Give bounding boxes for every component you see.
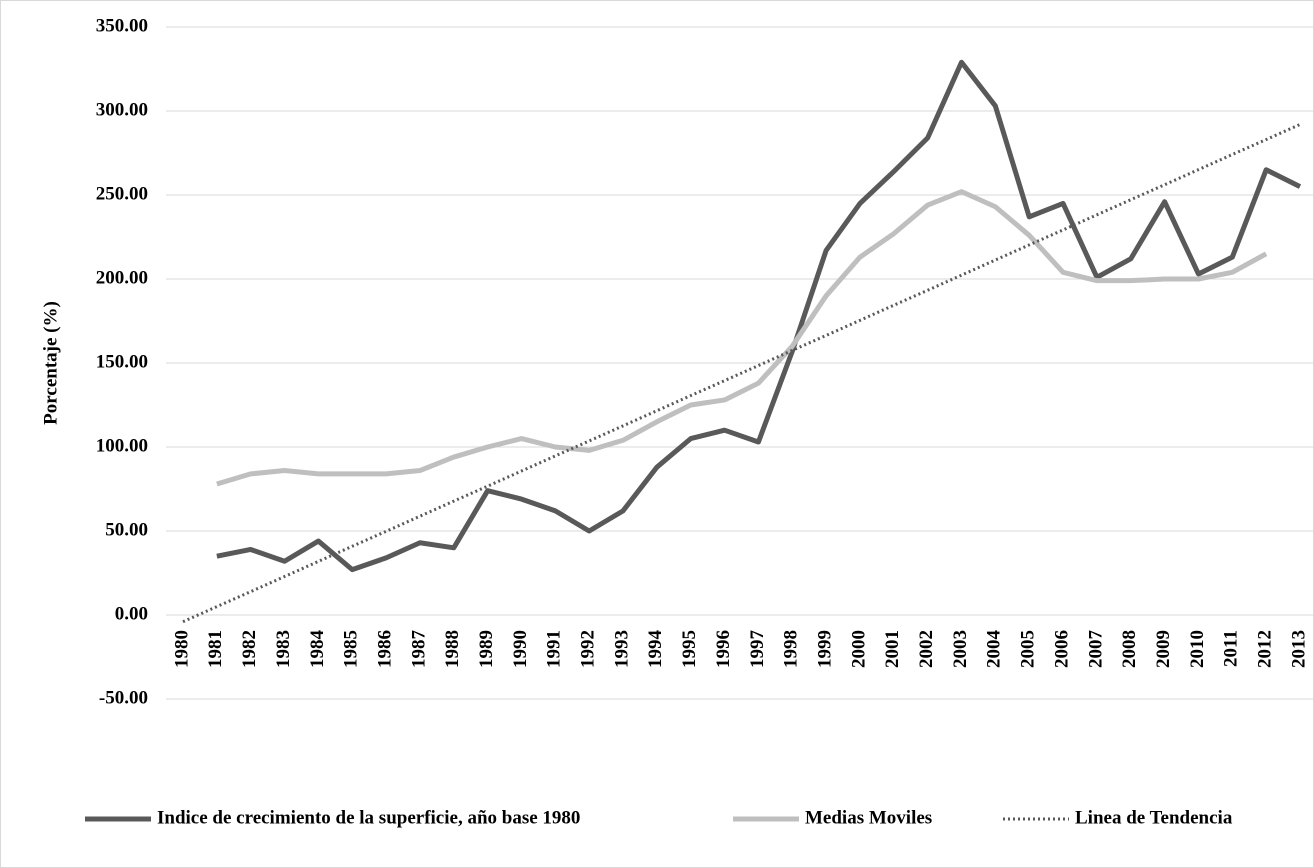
x-tick-label: 1995 bbox=[679, 630, 700, 668]
y-tick-label: 150.00 bbox=[96, 351, 148, 372]
x-tick-label: 1990 bbox=[510, 630, 531, 668]
x-tick-label: 2007 bbox=[1085, 630, 1106, 669]
y-tick-label: 200.00 bbox=[96, 267, 148, 288]
y-tick-label: 350.00 bbox=[96, 15, 148, 36]
x-tick-label: 1989 bbox=[476, 630, 497, 668]
x-tick-label: 1991 bbox=[544, 630, 565, 668]
x-tick-label: 2011 bbox=[1221, 630, 1242, 667]
x-tick-label: 1981 bbox=[205, 630, 226, 668]
x-tick-label: 1997 bbox=[747, 630, 768, 669]
x-tick-label: 1980 bbox=[171, 630, 192, 668]
x-tick-label: 2002 bbox=[916, 630, 937, 668]
y-axis-title: Porcentaje (%) bbox=[40, 301, 61, 425]
x-tick-label: 1993 bbox=[611, 630, 632, 668]
x-tick-label: 2003 bbox=[950, 630, 971, 668]
y-tick-label: 250.00 bbox=[96, 183, 148, 204]
x-tick-label: 2001 bbox=[882, 630, 903, 668]
x-tick-label: 2006 bbox=[1051, 630, 1072, 668]
x-tick-label: 2009 bbox=[1153, 630, 1174, 668]
series-line bbox=[216, 189, 1268, 487]
x-tick-label: 1987 bbox=[408, 630, 429, 669]
x-tick-label: 1998 bbox=[781, 630, 802, 668]
legend-label: Medias Moviles bbox=[805, 807, 932, 828]
x-tick-label: 1982 bbox=[239, 630, 260, 668]
series-line bbox=[216, 59, 1302, 573]
legend-label: Indice de crecimiento de la superficie, … bbox=[157, 807, 580, 828]
y-tick-label: 0.00 bbox=[115, 603, 148, 624]
x-tick-label: 2008 bbox=[1119, 630, 1140, 668]
x-tick-label: 2004 bbox=[984, 630, 1005, 669]
y-tick-label: 50.00 bbox=[105, 519, 148, 540]
x-tick-label: 1985 bbox=[341, 630, 362, 668]
y-tick-label: 100.00 bbox=[96, 435, 148, 456]
x-tick-label: 2012 bbox=[1255, 630, 1276, 668]
x-tick-label: 2013 bbox=[1288, 630, 1309, 668]
x-tick-label: 1983 bbox=[273, 630, 294, 668]
legend-label: Linea de Tendencia bbox=[1075, 807, 1233, 828]
x-tick-label: 1996 bbox=[713, 630, 734, 668]
x-tick-label: 1999 bbox=[814, 630, 835, 668]
x-tick-label: 1994 bbox=[645, 630, 666, 669]
x-tick-label: 1988 bbox=[442, 630, 463, 668]
x-tick-label: 1986 bbox=[374, 630, 395, 668]
x-tick-label: 2005 bbox=[1018, 630, 1039, 668]
x-tick-label: 2010 bbox=[1187, 630, 1208, 668]
x-tick-label: 1992 bbox=[578, 630, 599, 668]
y-tick-label: -50.00 bbox=[99, 687, 148, 708]
x-tick-label: 2000 bbox=[848, 630, 869, 668]
series-line bbox=[182, 123, 1301, 624]
y-tick-label: 300.00 bbox=[96, 99, 148, 120]
x-tick-label: 1984 bbox=[307, 630, 328, 669]
